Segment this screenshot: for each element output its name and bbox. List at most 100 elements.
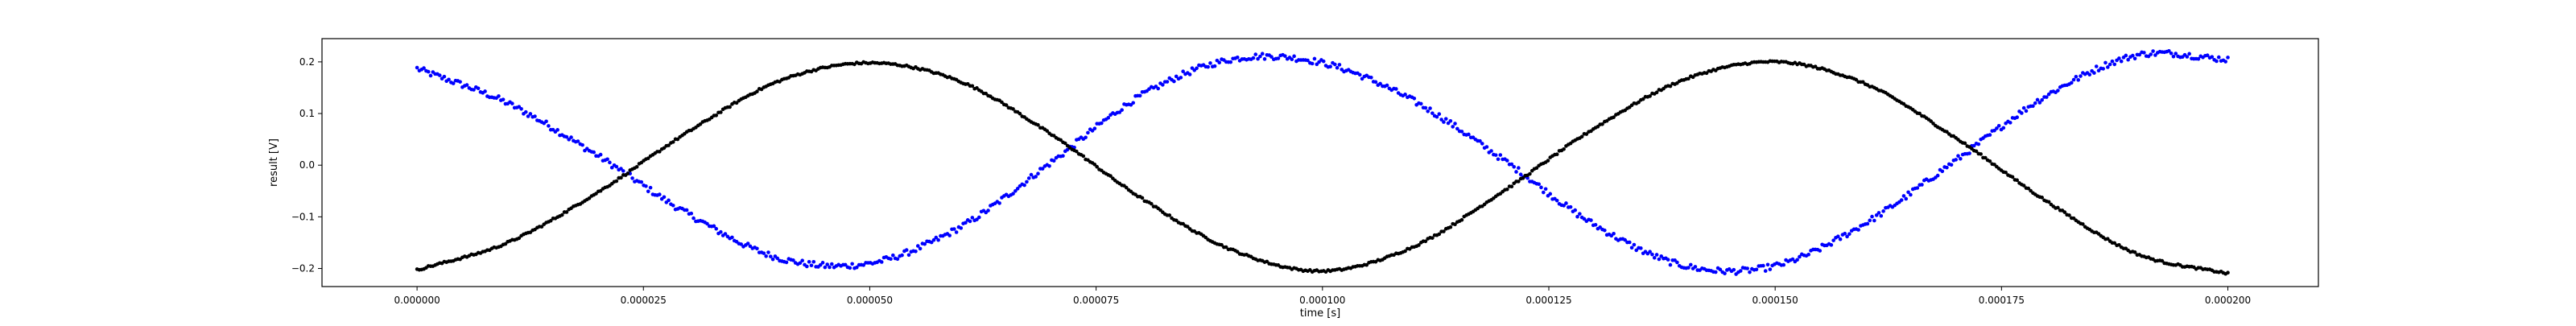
data-point-blue (1790, 257, 1795, 262)
data-point-blue (1306, 58, 1310, 63)
data-point-blue (2071, 77, 2076, 82)
data-point-black (1224, 245, 1228, 250)
data-point-blue (1047, 164, 1051, 168)
data-point-blue (714, 226, 719, 231)
data-point-blue (1988, 133, 1992, 137)
data-point-blue (879, 260, 884, 264)
data-point-blue (658, 192, 662, 196)
data-point-blue (1443, 117, 1448, 121)
data-point-black (1063, 141, 1067, 146)
data-point-blue (1806, 252, 1810, 257)
data-point-blue (1573, 208, 1578, 213)
data-point-blue (1373, 80, 1378, 85)
data-point-blue (1100, 121, 1104, 126)
data-point-black (1546, 159, 1550, 163)
data-point-black (1045, 129, 1050, 133)
data-point-black (2004, 170, 2008, 175)
data-point-blue (1689, 262, 1693, 267)
data-point-blue (1554, 198, 1559, 203)
data-point-black (2117, 242, 2121, 247)
data-point-blue (501, 97, 506, 101)
data-point-black (614, 179, 619, 184)
data-point-blue (1881, 209, 1885, 213)
y-tick-label: 0.1 (299, 108, 315, 119)
data-point-blue (426, 69, 431, 74)
data-point-blue (2106, 65, 2110, 69)
data-point-blue (1106, 116, 1111, 120)
data-point-blue (811, 259, 816, 264)
x-tick-label: 0.000000 (394, 295, 440, 306)
data-point-blue (1654, 253, 1659, 257)
data-point-blue (1262, 57, 1267, 61)
data-point-blue (1337, 63, 1342, 67)
data-point-blue (2107, 62, 2112, 67)
data-point-blue (1650, 252, 1654, 257)
data-point-blue (2074, 74, 2079, 79)
data-point-blue (2015, 115, 2019, 120)
data-point-blue (2216, 55, 2221, 60)
series-blue (415, 48, 2230, 276)
data-point-black (539, 225, 544, 229)
data-point-black (1600, 122, 1604, 126)
data-point-blue (2035, 97, 2040, 102)
data-point-blue (712, 224, 716, 229)
data-point-blue (1748, 270, 1752, 274)
x-tick-label: 0.000125 (1525, 295, 1571, 306)
data-point-blue (1403, 93, 1407, 97)
y-tick-label: −0.2 (291, 263, 315, 274)
data-point-blue (1439, 118, 1443, 122)
data-point-blue (1451, 125, 1455, 129)
data-point-blue (2119, 59, 2124, 64)
series-black (415, 59, 2230, 276)
data-point-blue (544, 119, 548, 124)
data-point-blue (564, 134, 569, 139)
data-point-black (1149, 201, 1154, 206)
data-point-blue (1435, 114, 1439, 119)
data-point-blue (1137, 93, 1142, 98)
data-point-blue (619, 167, 623, 171)
data-point-blue (1498, 153, 1503, 157)
data-point-blue (1418, 101, 1423, 106)
data-point-blue (809, 263, 814, 268)
data-point-blue (1051, 159, 1056, 163)
x-tick-label: 0.000075 (1073, 295, 1119, 306)
data-point-blue (528, 112, 533, 116)
data-point-blue (719, 229, 723, 234)
data-point-black (1534, 166, 1539, 171)
data-point-blue (1161, 83, 1165, 87)
data-point-black (1579, 134, 1584, 139)
data-point-blue (1909, 192, 1913, 197)
data-point-blue (1478, 138, 1482, 143)
data-point-blue (1935, 173, 1940, 178)
data-point-blue (843, 262, 848, 267)
data-point-black (1108, 174, 1113, 178)
data-point-blue (1718, 267, 1723, 272)
data-point-blue (1562, 204, 1566, 208)
data-point-black (1430, 236, 1435, 240)
data-point-black (564, 210, 569, 214)
y-tick-label: −0.1 (291, 211, 315, 222)
axes-frame (321, 38, 2319, 287)
data-point-blue (1543, 187, 1548, 192)
data-point-blue (1061, 154, 1065, 158)
data-point-blue (807, 260, 811, 264)
data-point-black (970, 84, 975, 89)
data-point-black (2026, 186, 2031, 191)
data-point-blue (472, 88, 476, 92)
data-point-blue (667, 198, 671, 203)
data-point-blue (1765, 262, 1770, 267)
data-point-blue (608, 160, 612, 165)
data-point-black (1186, 225, 1190, 229)
data-point-black (1081, 154, 1086, 159)
data-point-blue (1954, 158, 1958, 162)
data-point-blue (2171, 54, 2176, 59)
data-point-blue (1131, 101, 1136, 105)
data-point-blue (1874, 213, 1879, 217)
data-point-blue (580, 142, 584, 147)
data-point-blue (1589, 218, 1593, 222)
data-point-blue (1036, 171, 1040, 176)
data-point-black (1004, 103, 1009, 107)
data-point-blue (1212, 64, 1217, 68)
data-point-blue (2069, 80, 2074, 85)
data-point-blue (2130, 53, 2135, 58)
